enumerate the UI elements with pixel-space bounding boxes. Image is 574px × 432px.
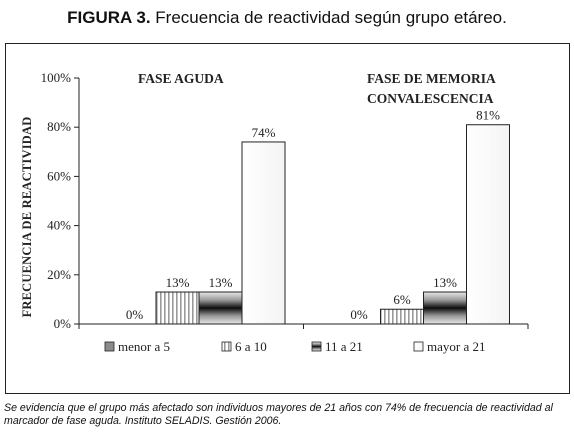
data-label: 13% [166, 275, 190, 290]
figure-title-text: Frecuencia de reactividad según grupo et… [155, 8, 507, 27]
legend-swatch [311, 341, 322, 352]
panel-title: FASE DE MEMORIA [367, 71, 496, 86]
legend-label: mayor a 21 [427, 339, 485, 354]
data-label: 81% [476, 108, 500, 123]
figure-caption: Se evidencia que el grupo más afectado s… [4, 402, 553, 427]
legend-label: 11 a 21 [325, 339, 363, 354]
legend-swatch [413, 341, 424, 352]
bar [380, 308, 424, 325]
y-tick-label: 20% [47, 267, 71, 282]
y-tick-label: 0% [54, 316, 72, 331]
y-axis-title: FRECUENCIA DE REACTIVIDAD [20, 117, 34, 318]
legend-label: menor a 5 [118, 339, 170, 354]
bar [241, 141, 286, 325]
data-label: 74% [252, 125, 276, 140]
panel-title: CONVALESCENCIA [367, 91, 494, 106]
data-label: 6% [393, 292, 411, 307]
y-tick-label: 80% [47, 119, 71, 134]
y-tick-label: 100% [41, 70, 72, 85]
bar [423, 291, 467, 325]
panel-title: FASE AGUDA [138, 71, 224, 86]
figure-title: FIGURA 3. Frecuencia de reactividad segú… [0, 8, 574, 28]
bar [155, 291, 200, 325]
legend-label: 6 a 10 [235, 339, 267, 354]
chart-frame [5, 43, 570, 394]
data-label: 13% [209, 275, 233, 290]
legend-swatch [104, 341, 115, 352]
legend-swatch [221, 341, 232, 352]
data-label: 0% [126, 307, 144, 322]
y-tick-label: 40% [47, 218, 71, 233]
figure-label: FIGURA 3. [67, 8, 151, 27]
bar [466, 124, 510, 325]
data-label: 13% [433, 275, 457, 290]
bar [198, 291, 243, 325]
y-tick-label: 60% [47, 168, 71, 183]
data-label: 0% [350, 307, 368, 322]
